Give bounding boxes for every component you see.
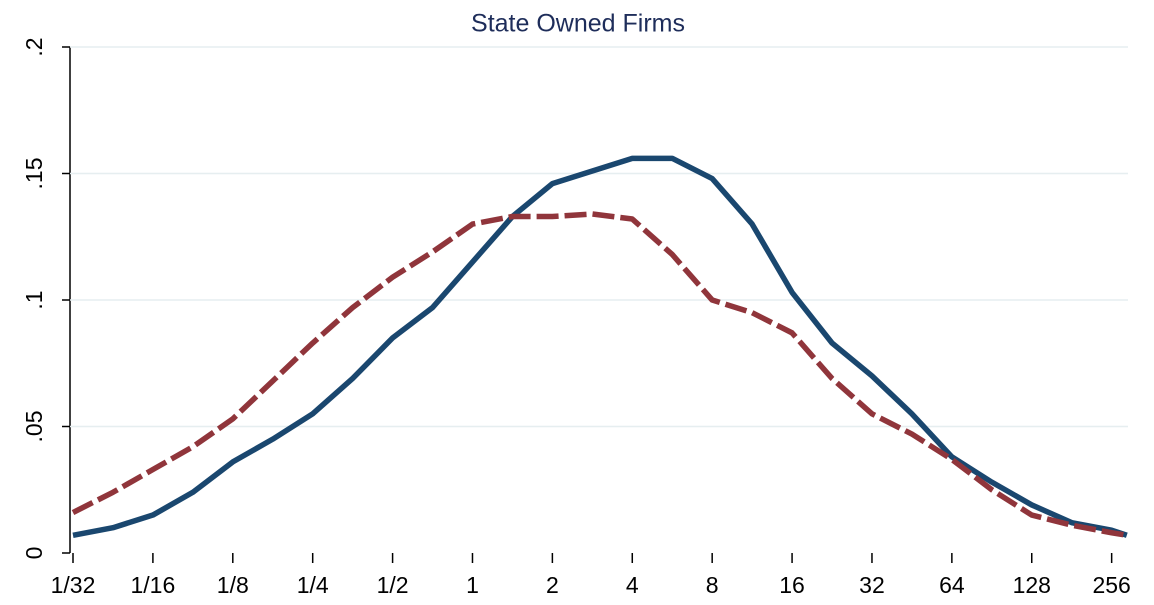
line-series	[71, 211, 1128, 539]
x-tick-label: 4	[626, 572, 639, 598]
x-tick-label: 1/32	[51, 572, 96, 598]
x-tick-label: 1/4	[297, 572, 329, 598]
y-tick-label: 0	[21, 547, 47, 560]
x-tick-label: 8	[706, 572, 719, 598]
x-tick-label: 2	[546, 572, 559, 598]
x-tick-label: 128	[1013, 572, 1051, 598]
line-series	[72, 155, 1128, 538]
x-tick-label: 1/16	[131, 572, 176, 598]
y-tick-label: .2	[21, 37, 47, 56]
x-tick-label: 32	[859, 572, 885, 598]
x-tick-label: 64	[939, 572, 965, 598]
x-tick-label: 16	[779, 572, 805, 598]
y-tick-label: .15	[21, 158, 47, 190]
y-tick-label: .05	[21, 411, 47, 443]
x-tick-label: 1/8	[217, 572, 249, 598]
x-tick-label: 1	[466, 572, 479, 598]
x-tick-label: 256	[1092, 572, 1130, 598]
chart-title: State Owned Firms	[471, 10, 685, 38]
x-tick-label: 1/2	[377, 572, 409, 598]
y-tick-label: .1	[21, 290, 47, 309]
